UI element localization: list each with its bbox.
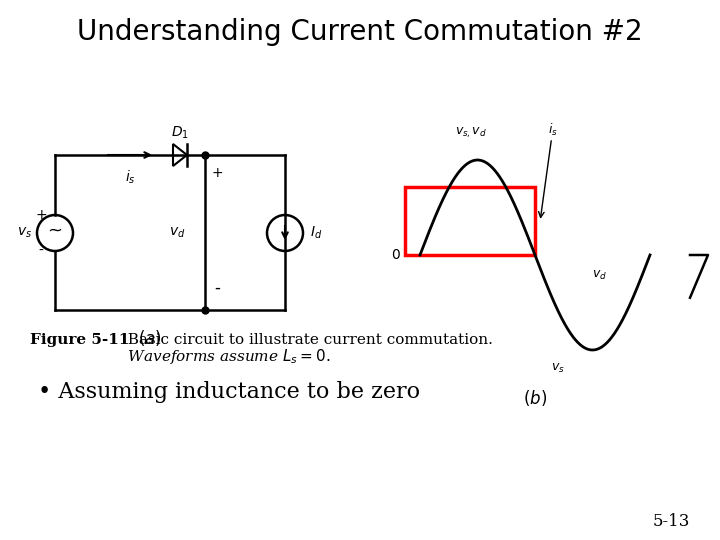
Text: -: - [214,279,220,297]
Text: $I_d$: $I_d$ [310,225,323,241]
Text: $D_1$: $D_1$ [171,125,189,141]
Text: $v_{s,} v_d$: $v_{s,} v_d$ [455,126,487,140]
Text: Figure 5-11: Figure 5-11 [30,333,130,347]
Text: ~: ~ [48,222,63,240]
Text: +: + [211,166,222,180]
Text: $v_s$: $v_s$ [17,226,32,240]
Text: $(a)$: $(a)$ [138,328,162,348]
Text: $i_s$: $i_s$ [125,169,135,186]
Text: • Assuming inductance to be zero: • Assuming inductance to be zero [38,381,420,403]
Text: Understanding Current Commutation #2: Understanding Current Commutation #2 [77,18,643,46]
Text: 5-13: 5-13 [652,514,690,530]
Text: +: + [35,208,47,222]
Text: $v_d$: $v_d$ [168,226,185,240]
Text: Basic circuit to illustrate current commutation.: Basic circuit to illustrate current comm… [118,333,493,347]
Text: $i_s$: $i_s$ [548,122,557,138]
Text: -: - [39,244,43,258]
Bar [405,187,535,255]
Text: Waveforms assume $L_s = 0.$: Waveforms assume $L_s = 0.$ [118,347,330,366]
Text: $v_d$: $v_d$ [593,269,608,282]
Text: $(b)$: $(b)$ [523,388,547,408]
Text: 0: 0 [391,248,400,262]
Text: $v_s$: $v_s$ [551,362,565,375]
